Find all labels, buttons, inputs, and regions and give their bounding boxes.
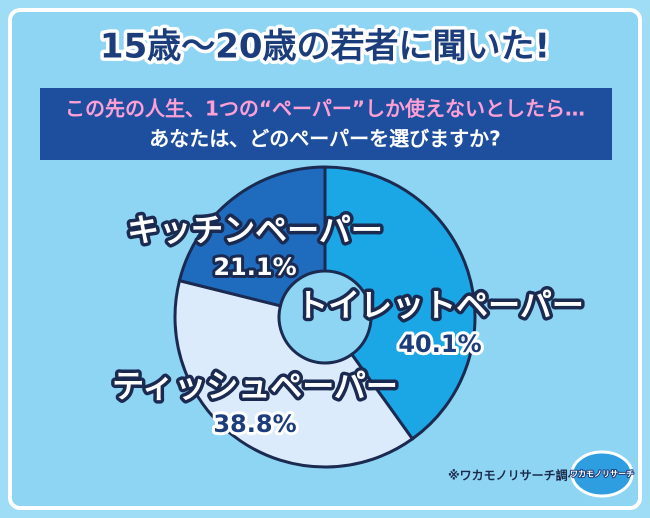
category-label: トイレットペーパー (296, 286, 584, 324)
value-label: 40.1% (398, 330, 481, 358)
donut (173, 165, 477, 469)
title: 15歳〜20歳の若者に聞いた! (100, 27, 550, 67)
subtitle-line: この先の人生、1つの“ペーパー”しか使えないとしたら… (65, 97, 585, 121)
value-label: 38.8% (213, 410, 296, 438)
donut-slice (177, 165, 327, 308)
value-label: 21.1% (213, 253, 296, 281)
logo-badge (570, 450, 634, 498)
logo: ワカモノリサーチ (570, 470, 634, 479)
category-label: ティッシュペーパー (112, 367, 398, 405)
category-label: キッチンペーパー (127, 211, 383, 249)
donut-slice (323, 165, 477, 441)
subtitle-box (40, 88, 612, 160)
subtitle-line: あなたは、どのペーパーを選びますか? (149, 127, 500, 151)
labels: トイレットペーパー 40.1%ティッシュペーパー 38.8% キッチンペーパー 21.1… (109, 208, 588, 442)
source: ※ワカモノリサーチ調べ (448, 468, 580, 483)
donut-slice (173, 278, 415, 469)
